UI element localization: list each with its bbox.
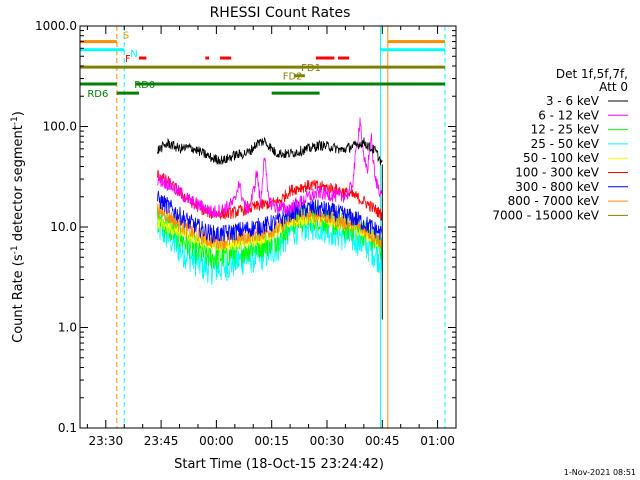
legend-entry-label: 100 - 300 keV	[515, 166, 599, 180]
x-tick-label: 00:00	[199, 434, 234, 448]
x-tick-label: 00:45	[365, 434, 400, 448]
flag-label-n: N	[130, 49, 137, 60]
legend-entry-label: 25 - 50 keV	[531, 137, 600, 151]
axes: 1000.0 100.0 10.0 1.0 0.1 23:30 23:45 00:00 00:1…	[35, 19, 457, 448]
legend-entry-label: 300 - 800 keV	[515, 180, 599, 194]
flag-label-fd1: FD1	[301, 63, 321, 74]
y-axis-label: Count Rate (s-1 detector segment-1)	[10, 111, 26, 343]
series-line-6-12-kev	[157, 117, 383, 218]
legend-entry-label: 12 - 25 keV	[531, 123, 600, 137]
flag-label-rd0: RD0	[134, 80, 155, 91]
legend-header: Att 0	[599, 80, 628, 94]
legend-header: Det 1f,5f,7f,	[556, 67, 628, 81]
flag-label-f: F	[125, 54, 131, 65]
y-tick-label: 0.1	[58, 421, 77, 435]
x-tick-label: 00:15	[254, 434, 289, 448]
y-tick-label: 1.0	[58, 321, 77, 335]
x-tick-label: 00:30	[310, 434, 345, 448]
x-tick-label: 01:00	[420, 434, 455, 448]
x-axis-label: Start Time (18-Oct-15 23:24:42)	[174, 457, 384, 472]
timestamp: 1-Nov-2021 08:51	[564, 468, 636, 477]
y-tick-label: 100.0	[43, 120, 77, 134]
flag-label-fd2: FD2	[283, 72, 303, 83]
x-tick-label: 23:30	[89, 434, 124, 448]
y-tick-label: 10.0	[50, 220, 77, 234]
legend-entry-label: 50 - 100 keV	[523, 151, 600, 165]
series-line-3-6-kev	[157, 136, 383, 166]
x-tick-label: 23:45	[144, 434, 179, 448]
legend-entry-label: 7000 - 15000 keV	[492, 208, 599, 222]
legend-entry-label: 3 - 6 keV	[546, 94, 600, 108]
legend-entry-label: 6 - 12 keV	[538, 108, 600, 122]
series-line-12-25-kev	[157, 205, 383, 270]
series-line-300-800-kev	[157, 190, 383, 245]
flag-label-s: S	[123, 31, 129, 42]
y-tick-label: 1000.0	[35, 19, 77, 33]
chart-title: RHESSI Count Rates	[210, 5, 351, 21]
series-lines	[157, 117, 383, 320]
legend-entry-label: 800 - 7000 keV	[508, 194, 600, 208]
flag-label-rd6: RD6	[87, 89, 108, 100]
